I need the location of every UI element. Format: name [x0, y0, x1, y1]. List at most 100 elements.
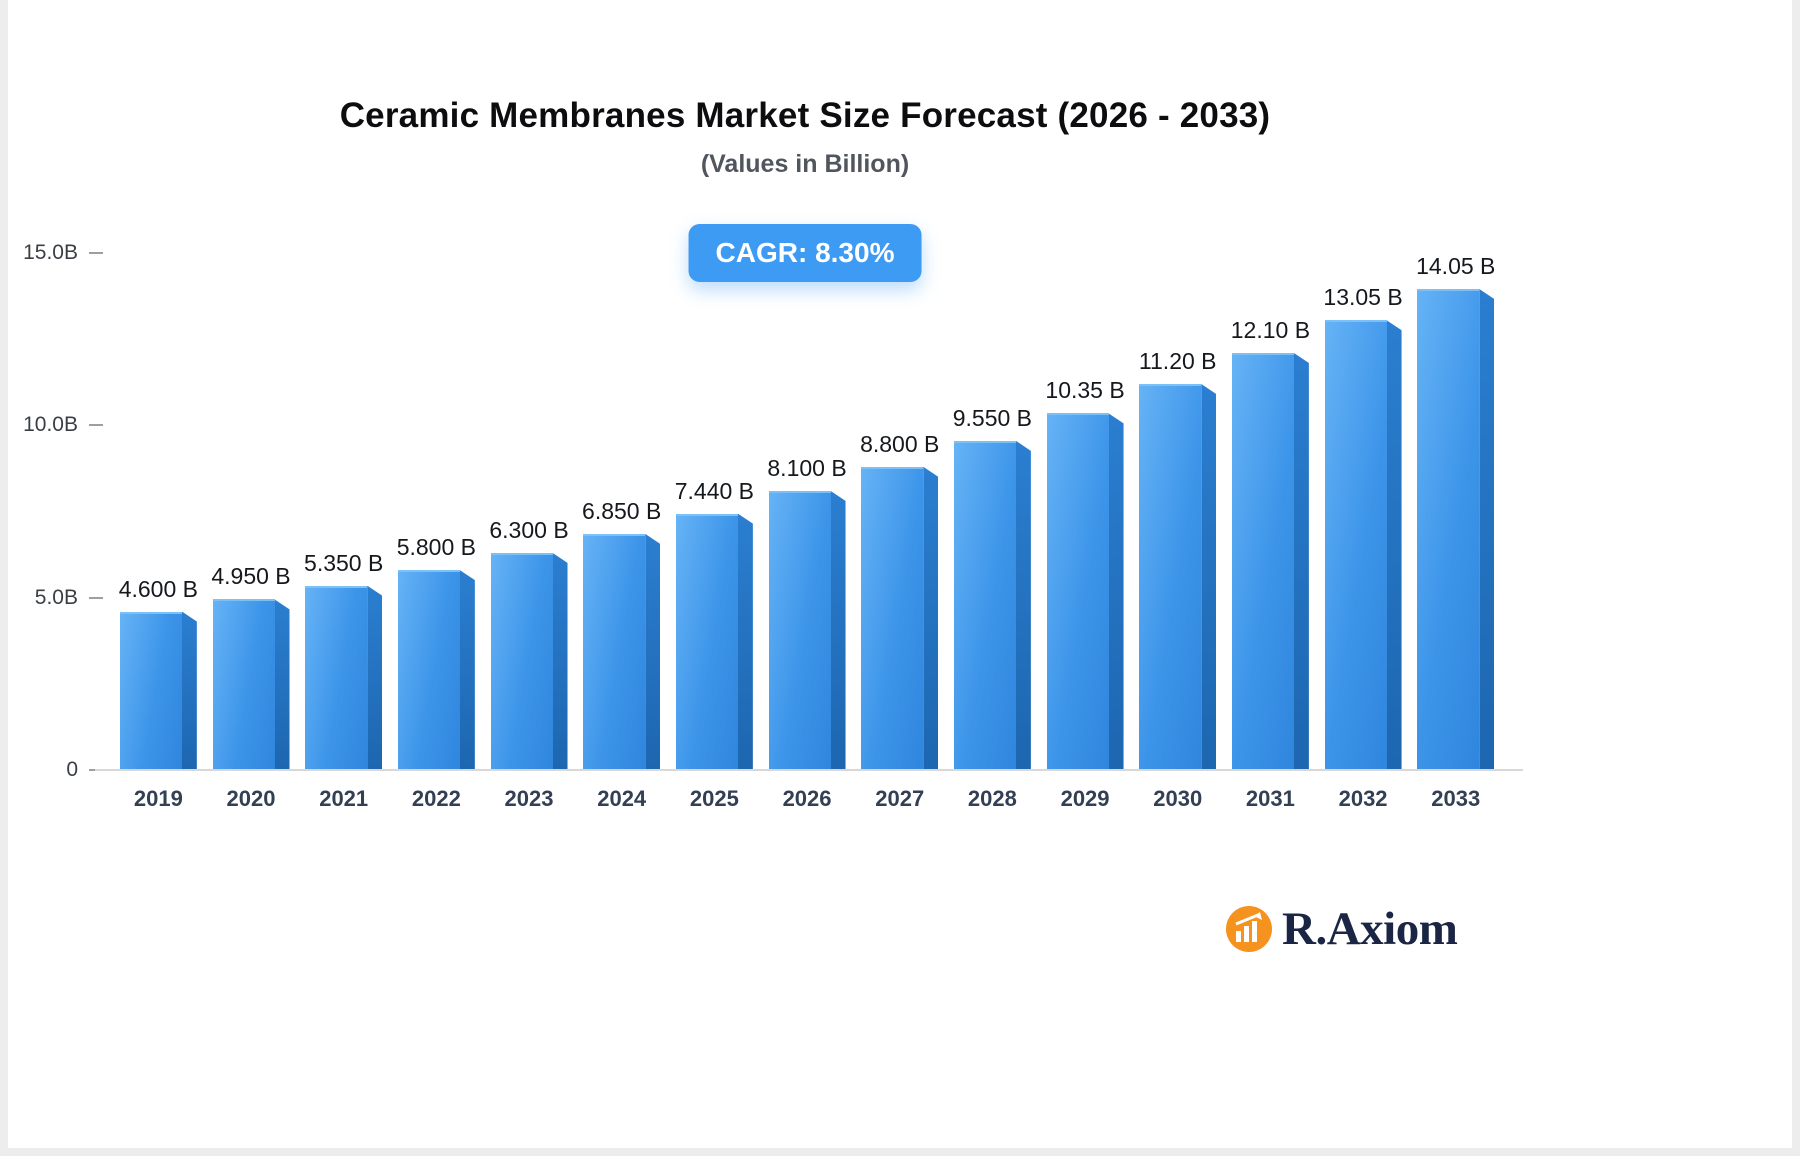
bar-side-face [1015, 440, 1031, 770]
bar-side-face [1479, 289, 1495, 770]
bar-group-2023: 6.300 B [483, 253, 576, 770]
y-axis-label-10.0B: 10.0B [23, 413, 78, 437]
bar-front-face [1046, 413, 1109, 770]
x-axis-label-2026: 2026 [782, 786, 832, 811]
page-edge-left [0, 0, 8, 1156]
chart-subtitle: (Values in Billion) [700, 150, 910, 178]
x-axis-label-2021: 2021 [319, 786, 369, 811]
bar-group-2020: 4.950 B [205, 253, 298, 770]
bar-front-face [675, 513, 738, 770]
bar-front-face [953, 440, 1016, 770]
bar-chart-icon [1226, 906, 1272, 952]
bar-side-face [367, 585, 383, 770]
bar-group-2032: 13.05 B [1317, 253, 1410, 770]
bar-side-face [1293, 353, 1309, 770]
bar [305, 585, 383, 770]
bar-group-2033: 14.05 B [1409, 253, 1502, 770]
bar-front-face [212, 599, 275, 770]
bar-front-face [1324, 320, 1387, 770]
y-axis-tick [89, 252, 103, 254]
x-axis-label-2033: 2033 [1431, 786, 1481, 811]
bar-front-face [305, 585, 368, 770]
x-axis-label-2027: 2027 [875, 786, 925, 811]
bar-value-label: 4.950 B [211, 563, 291, 590]
brand-name: R.Axiom [1282, 903, 1458, 955]
bar [953, 440, 1031, 770]
bar-front-face [119, 611, 182, 770]
x-axis-label-2028: 2028 [967, 786, 1017, 811]
bar [1046, 413, 1124, 770]
bar-value-label: 8.100 B [767, 454, 847, 481]
bar-group-2026: 8.100 B [761, 253, 854, 770]
bar [768, 490, 846, 770]
bar-front-face [861, 466, 924, 770]
x-axis-label-2025: 2025 [689, 786, 739, 811]
bar [675, 513, 753, 770]
bar-front-face [490, 552, 553, 770]
bar-front-face [1139, 384, 1202, 770]
bar-value-label: 10.35 B [1045, 377, 1125, 404]
bar-side-face [923, 466, 939, 770]
bar-side-face [1201, 384, 1217, 770]
chart-title: Ceramic Membranes Market Size Forecast (… [339, 96, 1271, 135]
bar-value-label: 11.20 B [1138, 348, 1217, 374]
bar [1139, 384, 1217, 770]
x-axis-line [95, 769, 1523, 771]
y-axis-tick [89, 596, 103, 599]
bar-group-2021: 5.350 B [297, 253, 390, 770]
page-edge-bottom [0, 1148, 1800, 1156]
bar-value-label: 6.850 B [582, 497, 662, 524]
bar-side-face [181, 611, 197, 770]
bar-side-face [1386, 320, 1402, 770]
bar-group-2019: 4.600 B [112, 253, 205, 770]
x-axis-label-2030: 2030 [1153, 786, 1203, 811]
bar-side-face [459, 570, 475, 770]
bar-side-face [552, 552, 568, 770]
bar-value-label: 7.440 B [674, 477, 755, 504]
bar-group-2029: 10.35 B [1039, 253, 1132, 770]
bar-value-label: 12.10 B [1230, 317, 1311, 343]
x-axis-label-2032: 2032 [1338, 786, 1388, 811]
cagr-badge: CAGR: 8.30% [688, 224, 922, 282]
bar-group-2028: 9.550 B [946, 253, 1039, 770]
bar [119, 611, 197, 770]
bar-value-label: 9.550 B [952, 404, 1033, 431]
bar [1417, 289, 1495, 770]
bar-value-label: 6.300 B [489, 516, 569, 543]
bar-front-face [1417, 289, 1480, 770]
bar [1324, 320, 1402, 770]
page-edge-right [1792, 0, 1800, 1156]
bar [861, 466, 939, 770]
bar [1231, 353, 1309, 770]
brand-logo: R.Axiom [1224, 902, 1458, 956]
bar-group-2031: 12.10 B [1224, 253, 1317, 770]
x-axis-label-2023: 2023 [504, 786, 554, 811]
bar-side-face [737, 513, 753, 770]
bar [583, 533, 661, 770]
bar-side-face [830, 490, 846, 770]
bar-group-2030: 11.20 B [1131, 253, 1224, 770]
bar-value-label: 14.05 B [1416, 253, 1496, 279]
bar-front-face [1231, 353, 1294, 770]
y-axis-label-0: 0 [66, 758, 78, 781]
x-axis-label-2031: 2031 [1245, 786, 1295, 811]
bar-value-label: 13.05 B [1323, 284, 1403, 311]
x-axis-label-2022: 2022 [411, 786, 461, 811]
bar-value-label: 5.350 B [304, 549, 384, 576]
x-axis-label-2019: 2019 [133, 786, 183, 811]
bar-value-label: 4.600 B [118, 575, 198, 602]
bar-front-face [397, 570, 460, 770]
bar-value-label: 8.800 B [860, 430, 940, 457]
x-axis-labels: 2019 2020 2021 2022 2023 2024 2025 2026 2027 2028… [112, 786, 1502, 812]
bar-value-label: 5.800 B [396, 534, 476, 561]
bar-side-face [645, 533, 661, 770]
plot-area: 4.600 B 4.950 B 5.350 B 5.800 B 6.300 B 6.850… [112, 253, 1502, 770]
x-axis-label-2020: 2020 [226, 786, 276, 811]
bar-side-face [274, 599, 290, 770]
bar [490, 552, 568, 770]
bar-group-2027: 8.800 B [853, 253, 946, 770]
bar-side-face [1108, 413, 1124, 770]
bar [212, 599, 290, 770]
bar-front-face [768, 490, 831, 770]
bar-group-2025: 7.440 B [668, 253, 761, 770]
